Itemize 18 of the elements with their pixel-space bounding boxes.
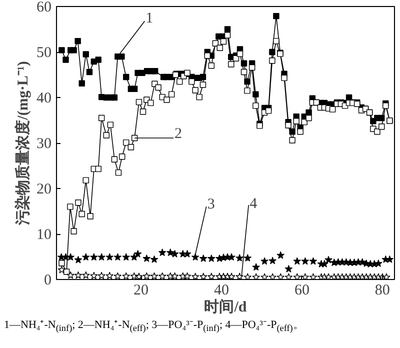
y-axis-title: 污染物质量浓度/(mg·L⁻¹) [14,61,32,226]
x-axis-title: 时间/d [204,298,248,316]
y-tick-label: 30 [36,136,52,152]
y-tick-label: 20 [36,182,52,198]
annotation: 2 [174,126,182,142]
annotation: 4 [250,196,258,212]
text: 1—NH₄⁺-N$_{(inf)}$; 2—NH₄⁺-N$_{(eff)}$; 3—PO₄³⁻-P$_{(inf)}$; 4—PO₄³⁻-P$_{(eff)}$。 [4,319,304,334]
x-tick-label: 40 [214,282,229,298]
x-tick-label: 20 [134,282,148,298]
x-tick-label: 80 [374,282,390,298]
y-tick-label: 50 [36,45,52,61]
annotation: 1 [146,10,154,27]
y-tick-label: 10 [36,227,52,243]
annotation: 3 [207,196,215,212]
y-tick-label: 40 [36,90,52,106]
y-tick-label: 0 [44,272,52,288]
x-tick-label: 60 [294,282,310,298]
y-tick-label: 60 [36,0,52,16]
